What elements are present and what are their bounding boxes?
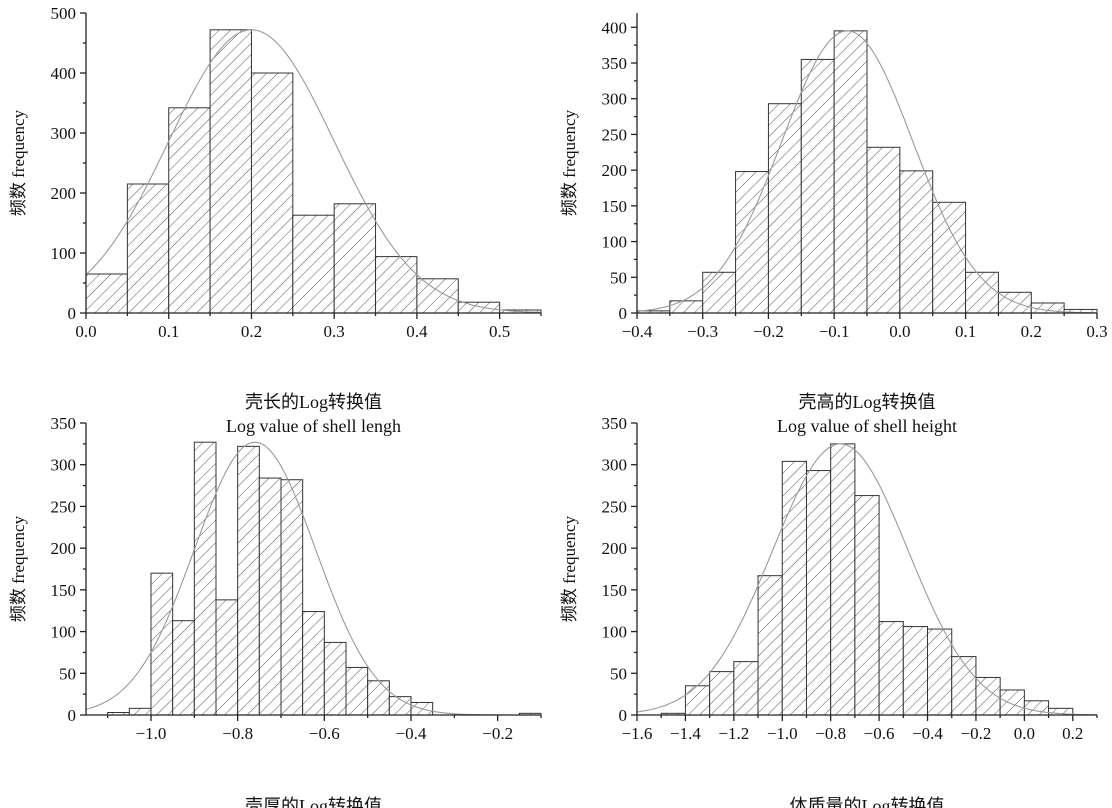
x-tick-label: −0.2 [961, 724, 992, 743]
histogram-bar [685, 686, 709, 715]
y-tick-label: 300 [602, 456, 628, 475]
x-tick-label: −0.8 [815, 724, 846, 743]
histogram-bar [928, 629, 952, 715]
y-tick-label: 200 [602, 539, 628, 558]
x-tick-label: −0.4 [912, 724, 943, 743]
y-tick-label: 150 [602, 581, 628, 600]
y-tick-label: 0 [619, 706, 628, 725]
x-tick-label: 0.0 [1014, 724, 1035, 743]
y-tick-label: 250 [602, 497, 628, 516]
x-tick-label: −0.6 [864, 724, 895, 743]
x-tick-label: 0.2 [1062, 724, 1083, 743]
y-axis-label: 频数 frequency [560, 515, 579, 622]
histogram-bar [806, 471, 830, 715]
histogram-bar [879, 622, 903, 715]
y-tick-label: 350 [602, 414, 628, 433]
x-tick-label: −1.6 [622, 724, 653, 743]
x-axis-label-cn: 体质量的Log转换值 [790, 796, 945, 808]
histogram-bar [710, 672, 734, 715]
x-tick-label: −1.2 [718, 724, 749, 743]
histogram-bar [855, 496, 879, 715]
histogram-bar [952, 657, 976, 715]
histogram-bar [831, 444, 855, 715]
y-tick-label: 50 [610, 664, 627, 683]
histogram-bar [1000, 690, 1024, 715]
y-tick-label: 100 [602, 623, 628, 642]
x-tick-label: −1.4 [670, 724, 701, 743]
histogram-bar [1024, 701, 1048, 715]
histogram-bar [734, 662, 758, 715]
x-tick-label: −1.0 [767, 724, 798, 743]
histogram-bar [758, 576, 782, 715]
histogram-bar [903, 627, 927, 715]
